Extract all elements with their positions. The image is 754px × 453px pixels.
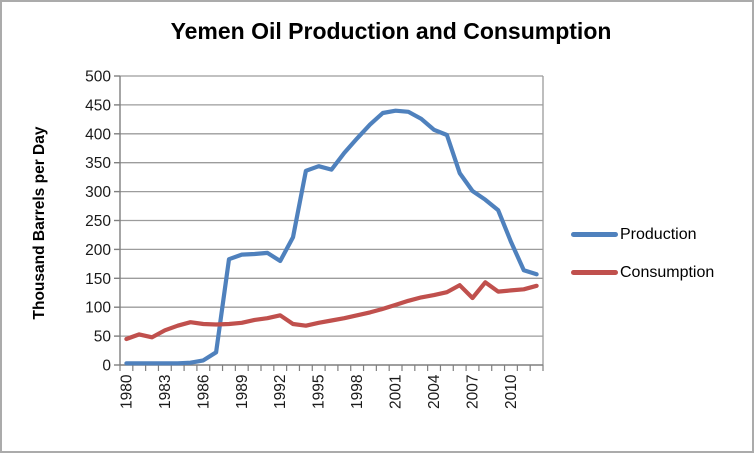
y-tick-label: 0 (102, 358, 111, 375)
x-tick-label: 1983 (157, 375, 174, 409)
y-tick-label: 250 (85, 213, 111, 230)
x-tick-label: 1986 (195, 375, 212, 409)
legend: Production Consumption (571, 225, 714, 282)
production-legend-label: Production (620, 225, 697, 243)
x-tick-label: 1998 (349, 375, 366, 409)
consumption-line (124, 280, 539, 342)
x-tick-label: 2001 (388, 375, 405, 409)
y-tick-label: 450 (85, 97, 111, 114)
x-tick-label: 1992 (272, 375, 289, 409)
y-tick-label: 150 (85, 271, 111, 288)
y-tick-label: 100 (85, 300, 111, 317)
chart-title: Yemen Oil Production and Consumption (170, 18, 612, 44)
x-tick-label: 2010 (503, 374, 520, 409)
x-tick-label: 2004 (426, 374, 443, 409)
x-tick-label: 1995 (311, 375, 328, 409)
y-tick-label: 500 (85, 69, 111, 86)
x-tick-label: 1989 (234, 375, 251, 409)
y-tick-label: 400 (85, 126, 111, 143)
production-legend-swatch (571, 232, 618, 237)
y-tick-label: 300 (85, 184, 111, 201)
y-tick-label: 200 (85, 242, 111, 259)
legend-item-production: Production (571, 225, 714, 244)
consumption-legend-swatch (571, 270, 618, 275)
x-tick-label: 2007 (465, 375, 482, 409)
legend-item-consumption: Consumption (571, 263, 714, 282)
x-tick-label: 1980 (118, 374, 135, 409)
consumption-legend-label: Consumption (620, 263, 715, 281)
y-tick-label: 350 (85, 155, 111, 172)
y-tick-label: 50 (94, 329, 112, 346)
production-line (124, 108, 539, 366)
